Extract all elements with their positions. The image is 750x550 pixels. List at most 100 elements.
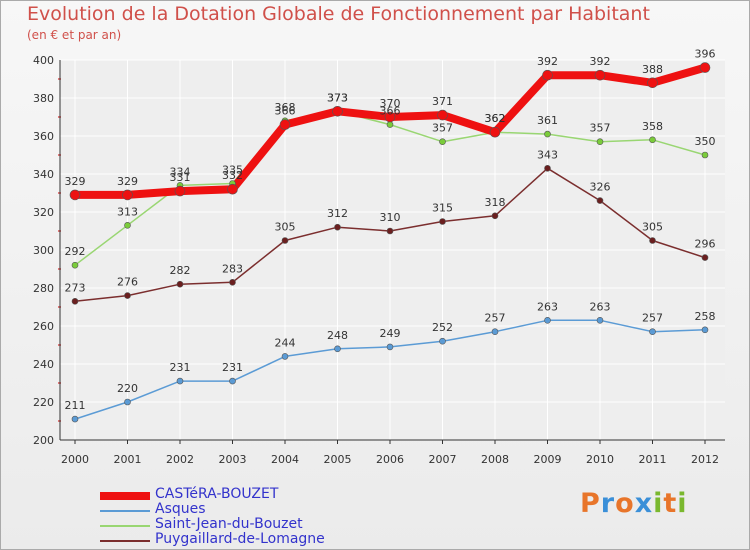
data-point: [544, 165, 551, 172]
y-tick-label: 280: [33, 282, 54, 295]
data-label: 368: [275, 101, 296, 114]
data-point: [124, 292, 131, 299]
data-point: [334, 223, 341, 231]
data-label: 249: [380, 327, 401, 340]
data-point: [334, 345, 341, 353]
data-point: [281, 353, 289, 360]
data-point: [124, 222, 131, 229]
data-point: [71, 261, 79, 269]
x-tick-label: 2006: [376, 453, 404, 466]
data-label: 305: [275, 221, 296, 234]
data-label: 292: [65, 245, 86, 258]
data-point: [386, 343, 394, 351]
data-point: [594, 69, 606, 81]
x-tick-label: 2005: [324, 453, 352, 466]
logo-letter: i: [677, 488, 688, 519]
data-label: 366: [275, 105, 296, 118]
data-label: 313: [117, 205, 138, 218]
data-point: [437, 109, 448, 121]
data-label: 220: [117, 382, 138, 395]
y-tick-label: 240: [33, 358, 54, 371]
y-tick-label: 340: [33, 168, 54, 181]
data-point: [491, 212, 499, 220]
legend-swatch: [100, 510, 150, 512]
legend-label: Saint-Jean-du-Bouzet: [155, 516, 303, 532]
data-label: 258: [695, 310, 716, 323]
data-label: 310: [380, 211, 401, 224]
data-label: 358: [642, 120, 663, 133]
chart-title: Evolution de la Dotation Globale de Fonc…: [27, 3, 650, 25]
data-point: [69, 189, 81, 201]
data-label: 231: [170, 361, 191, 374]
data-label: 392: [590, 55, 611, 68]
data-label: 370: [380, 97, 401, 110]
data-point: [649, 136, 656, 144]
y-tick-label: 360: [33, 130, 54, 143]
data-point: [229, 278, 236, 286]
data-label: 373: [327, 91, 348, 104]
data-point: [71, 415, 79, 423]
data-label: 273: [65, 281, 86, 294]
legend-label: Asques: [155, 501, 206, 517]
data-label: 362: [485, 112, 506, 125]
x-tick-label: 2011: [639, 453, 667, 466]
x-tick-label: 2010: [586, 453, 614, 466]
data-label: 335: [222, 164, 243, 177]
logo-letter: t: [663, 488, 678, 519]
data-label: 211: [65, 399, 86, 412]
data-label: 305: [642, 221, 663, 234]
x-tick-label: 2002: [166, 453, 194, 466]
logo-letter: i: [653, 488, 664, 519]
legend-label: Puygaillard-de-Lomagne: [155, 531, 325, 547]
data-point: [439, 138, 446, 145]
data-point: [227, 183, 238, 195]
proxiti-logo: Proxiti: [580, 488, 688, 519]
data-point: [332, 106, 343, 117]
data-label: 231: [222, 361, 243, 374]
data-label: 257: [642, 312, 663, 325]
data-label: 263: [537, 300, 558, 313]
data-label: 252: [432, 321, 453, 334]
data-point: [281, 237, 289, 244]
data-point: [596, 316, 604, 324]
data-label: 343: [537, 148, 558, 161]
data-label: 326: [590, 181, 611, 194]
logo-letter: x: [634, 488, 654, 519]
data-label: 362: [485, 112, 506, 125]
data-point: [384, 111, 396, 123]
data-point: [386, 227, 394, 235]
data-label: 373: [327, 91, 348, 104]
data-label: 282: [170, 264, 191, 277]
data-point: [439, 337, 446, 345]
legend-swatch: [100, 492, 150, 500]
data-point: [489, 126, 501, 138]
data-point: [701, 254, 709, 261]
data-point: [122, 189, 133, 201]
data-point: [279, 119, 291, 130]
data-label: 350: [695, 135, 716, 148]
logo-letter: r: [600, 488, 616, 519]
legend-swatch: [100, 540, 150, 542]
data-point: [542, 69, 553, 81]
y-tick-label: 300: [33, 244, 54, 257]
data-point: [439, 218, 446, 225]
data-point: [176, 280, 184, 288]
data-point: [544, 316, 551, 324]
data-point: [596, 197, 604, 204]
data-point: [701, 326, 709, 334]
logo-letter: o: [615, 488, 635, 519]
data-label: 276: [117, 276, 138, 289]
data-point: [386, 121, 394, 128]
data-label: 388: [642, 63, 663, 76]
y-tick-label: 320: [33, 206, 54, 219]
x-tick-label: 2008: [481, 453, 509, 466]
data-label: 296: [695, 238, 716, 251]
data-label: 257: [485, 312, 506, 325]
x-tick-label: 2004: [271, 453, 299, 466]
data-label: 312: [327, 207, 348, 220]
data-label: 357: [590, 122, 611, 135]
x-tick-label: 2012: [691, 453, 719, 466]
legend-label: CASTéRA-BOUZET: [155, 486, 279, 502]
data-label: 248: [327, 329, 348, 342]
